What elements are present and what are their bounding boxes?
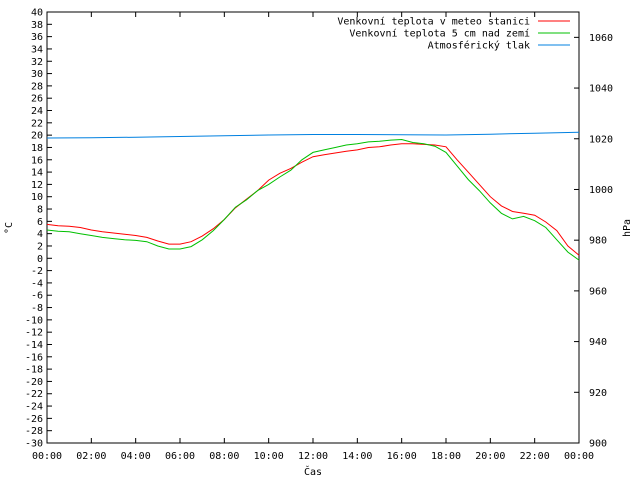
y-tick-label: 30 <box>31 69 43 80</box>
series-line-1 <box>46 138 580 261</box>
series-line-0 <box>46 143 580 256</box>
y2-tick-label: 920 <box>589 388 607 399</box>
y-tick-label: 36 <box>31 32 43 43</box>
x-tick-label: 08:00 <box>209 451 239 462</box>
x-tick-label: 22:00 <box>520 451 550 462</box>
legend-label-2: Atmosférický tlak <box>428 40 530 52</box>
series-group <box>46 131 580 261</box>
y2-axis-label: hPa <box>622 219 633 237</box>
y-tick-label: 32 <box>31 57 43 68</box>
axis-ticks: 4038363432302826242220181614121086420-2-… <box>25 8 613 463</box>
y-tick-label: 20 <box>31 131 43 142</box>
x-tick-label: 02:00 <box>76 451 106 462</box>
y-tick-label: -6 <box>31 291 43 302</box>
y-tick-label: -16 <box>25 352 43 363</box>
y-tick-label: 24 <box>31 106 43 117</box>
y-tick-label: 34 <box>31 44 43 55</box>
x-tick-label: 14:00 <box>342 451 372 462</box>
y2-tick-label: 1040 <box>589 84 613 95</box>
y-tick-label: -4 <box>31 278 43 289</box>
legend-label-0: Venkovní teplota v meteo stanici <box>337 16 530 28</box>
y-tick-label: -20 <box>25 377 43 388</box>
y-tick-label: 12 <box>31 180 43 191</box>
y-tick-label: -10 <box>25 315 43 326</box>
y2-tick-label: 900 <box>589 439 607 450</box>
y-tick-label: 18 <box>31 143 43 154</box>
y2-tick-label: 940 <box>589 337 607 348</box>
y-tick-label: 2 <box>37 241 43 252</box>
y2-tick-label: 960 <box>589 286 607 297</box>
x-tick-label: 16:00 <box>387 451 417 462</box>
y-tick-label: -22 <box>25 389 43 400</box>
x-tick-label: 00:00 <box>32 451 62 462</box>
y-tick-label: 6 <box>37 217 43 228</box>
x-tick-label: 00:00 <box>564 451 594 462</box>
y-tick-label: -30 <box>25 439 43 450</box>
x-tick-label: 10:00 <box>254 451 284 462</box>
y-tick-label: 26 <box>31 94 43 105</box>
series-line-2 <box>46 131 580 139</box>
y2-tick-label: 1000 <box>589 185 613 196</box>
legend-label-1: Venkovní teplota 5 cm nad zemí <box>349 28 530 40</box>
x-tick-label: 12:00 <box>298 451 328 462</box>
y-tick-label: -24 <box>25 402 43 413</box>
y-axis-label: °C <box>4 222 15 234</box>
y-tick-label: -2 <box>31 266 43 277</box>
y-tick-label: -18 <box>25 365 43 376</box>
y-tick-label: -8 <box>31 303 43 314</box>
x-axis-label: Čas <box>304 465 322 478</box>
y-tick-label: 16 <box>31 155 43 166</box>
y-tick-label: 28 <box>31 81 43 92</box>
y-tick-label: 22 <box>31 118 43 129</box>
legend: Venkovní teplota v meteo staniciVenkovní… <box>337 16 570 52</box>
y-tick-label: -14 <box>25 340 43 351</box>
y2-tick-label: 980 <box>589 236 607 247</box>
y-tick-label: 40 <box>31 8 43 19</box>
y-tick-label: -12 <box>25 328 43 339</box>
y-tick-label: 4 <box>37 229 43 240</box>
y-tick-label: 14 <box>31 168 43 179</box>
y-tick-label: -26 <box>25 414 43 425</box>
y-tick-label: 8 <box>37 205 43 216</box>
y-tick-label: 10 <box>31 192 43 203</box>
y2-tick-label: 1060 <box>589 33 613 44</box>
y-tick-label: 38 <box>31 20 43 31</box>
y-tick-label: 0 <box>37 254 43 265</box>
y2-tick-label: 1020 <box>589 134 613 145</box>
x-tick-label: 20:00 <box>475 451 505 462</box>
x-tick-label: 06:00 <box>165 451 195 462</box>
y-tick-label: -28 <box>25 426 43 437</box>
x-tick-label: 04:00 <box>121 451 151 462</box>
x-tick-label: 18:00 <box>431 451 461 462</box>
